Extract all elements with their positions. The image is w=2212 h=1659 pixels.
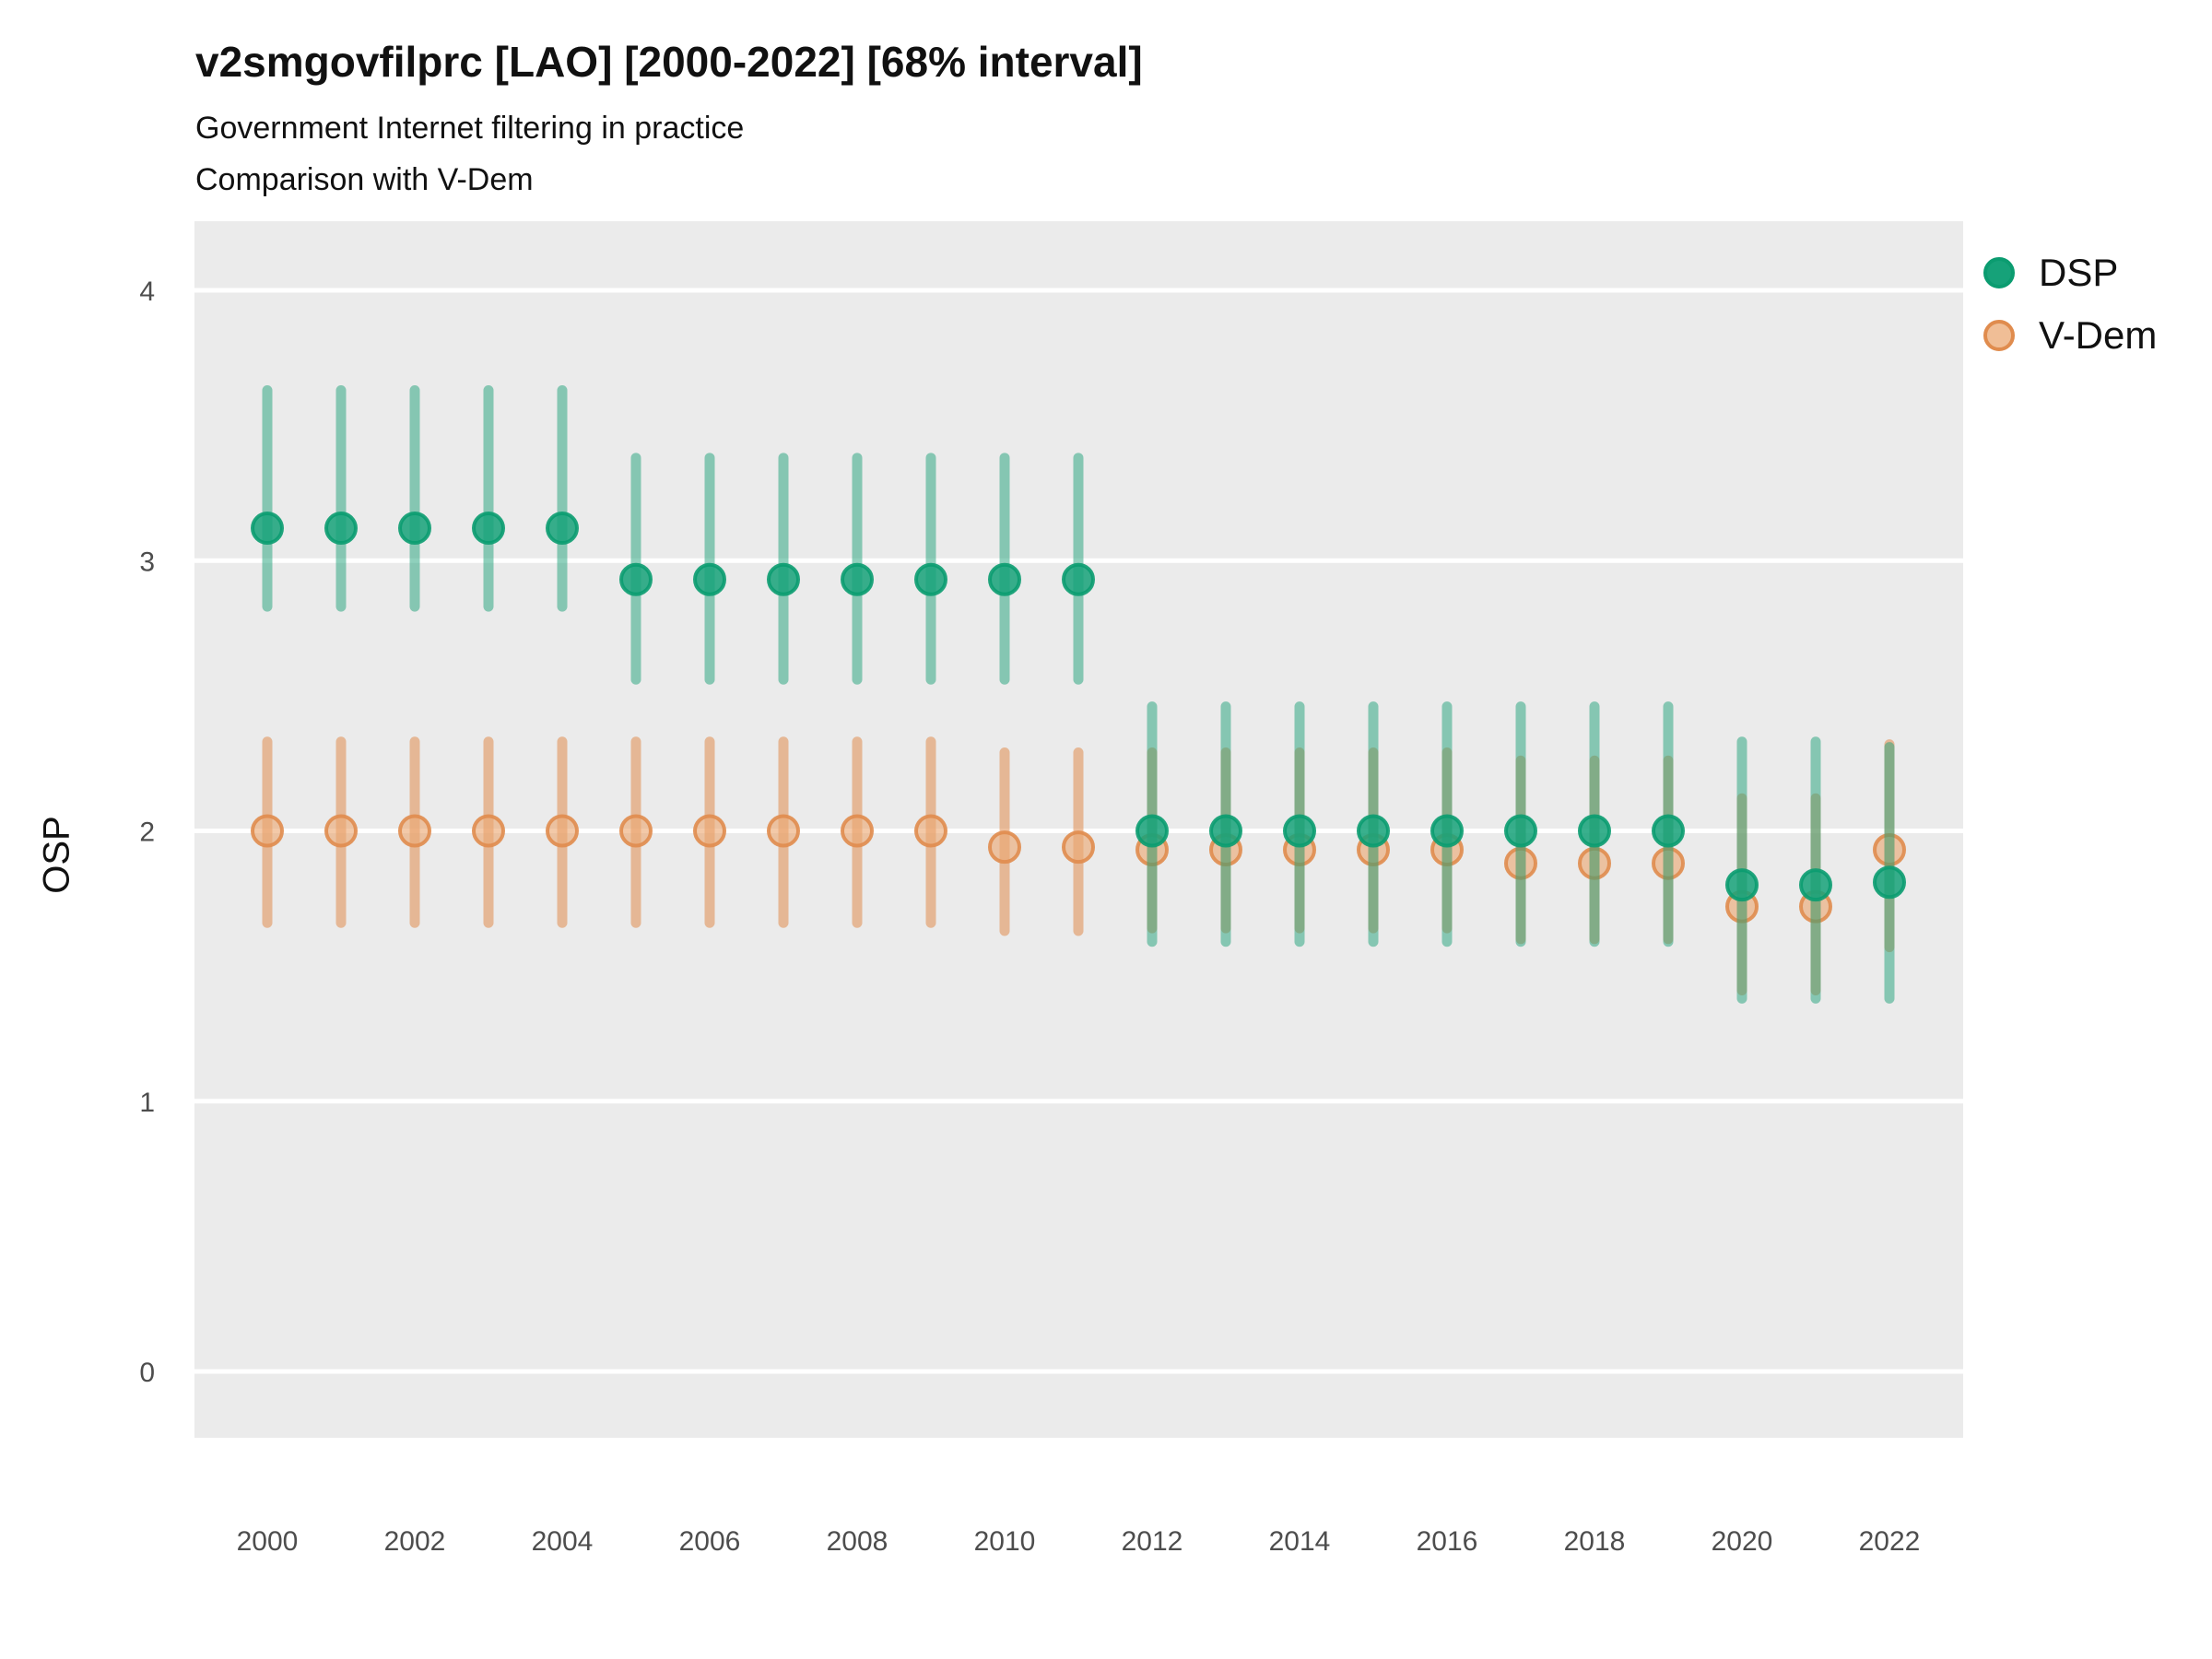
vdem-point	[1062, 830, 1095, 865]
dsp-point	[1504, 814, 1537, 848]
dsp-point	[767, 562, 800, 596]
dsp-point	[1209, 814, 1242, 848]
x-tick-label: 2010	[974, 1526, 1036, 1557]
chart-title: v2smgovfilprc [LAO] [2000-2022] [68% int…	[195, 38, 1143, 86]
dsp-point	[1652, 814, 1685, 848]
y-tick-label: 4	[139, 276, 155, 307]
legend-row-vdem: V-Dem	[1983, 313, 2157, 358]
y-tick-label: 3	[139, 547, 155, 577]
x-tick-label: 2020	[1712, 1526, 1773, 1557]
x-tick-label: 2002	[384, 1526, 446, 1557]
legend-label-dsp: DSP	[2039, 251, 2119, 294]
vdem-point	[841, 814, 874, 848]
dsp-point	[251, 512, 284, 546]
x-tick-label: 2014	[1269, 1526, 1331, 1557]
chart-subtitle: Government Internet filtering in practic…	[195, 111, 745, 146]
y-tick-label: 0	[139, 1358, 155, 1388]
dsp-point	[1873, 865, 1906, 900]
x-tick-label: 2000	[237, 1526, 299, 1557]
dsp-point	[546, 512, 579, 546]
vdem-legend-swatch-icon	[1983, 320, 2015, 351]
vdem-point	[767, 814, 800, 848]
vdem-point	[914, 814, 947, 848]
dsp-point	[472, 512, 505, 546]
y-tick-label: 2	[139, 818, 155, 848]
chart-subtitle-2: Comparison with V-Dem	[195, 162, 534, 197]
dsp-point	[1135, 814, 1169, 848]
x-tick-label: 2012	[1122, 1526, 1183, 1557]
vdem-point	[251, 814, 284, 848]
dsp-point	[324, 512, 358, 546]
dsp-point	[693, 562, 726, 596]
dsp-point	[1430, 814, 1464, 848]
dsp-point	[1357, 814, 1390, 848]
x-tick-label: 2022	[1859, 1526, 1921, 1557]
dsp-legend-swatch-icon	[1983, 257, 2015, 288]
dsp-point	[1283, 814, 1316, 848]
vdem-point	[398, 814, 431, 848]
x-tick-label: 2006	[679, 1526, 741, 1557]
x-tick-label: 2016	[1417, 1526, 1478, 1557]
vdem-point	[988, 830, 1021, 865]
vdem-point	[619, 814, 653, 848]
dsp-point	[619, 562, 653, 596]
dsp-point	[1799, 868, 1832, 902]
dsp-point	[1062, 562, 1095, 596]
legend-row-dsp: DSP	[1983, 251, 2157, 295]
x-tick-label: 2018	[1564, 1526, 1626, 1557]
vdem-point	[472, 814, 505, 848]
dsp-point	[1578, 814, 1611, 848]
x-tick-label: 2008	[827, 1526, 888, 1557]
dsp-point	[914, 562, 947, 596]
dsp-point	[398, 512, 431, 546]
vdem-point	[693, 814, 726, 848]
dsp-point	[841, 562, 874, 596]
y-tick-label: 1	[139, 1088, 155, 1118]
legend-label-vdem: V-Dem	[2039, 313, 2158, 357]
dsp-point	[988, 562, 1021, 596]
x-tick-label: 2004	[532, 1526, 594, 1557]
vdem-point	[546, 814, 579, 848]
dsp-point	[1725, 868, 1759, 902]
legend: DSP V-Dem	[1983, 251, 2157, 376]
vdem-point	[324, 814, 358, 848]
